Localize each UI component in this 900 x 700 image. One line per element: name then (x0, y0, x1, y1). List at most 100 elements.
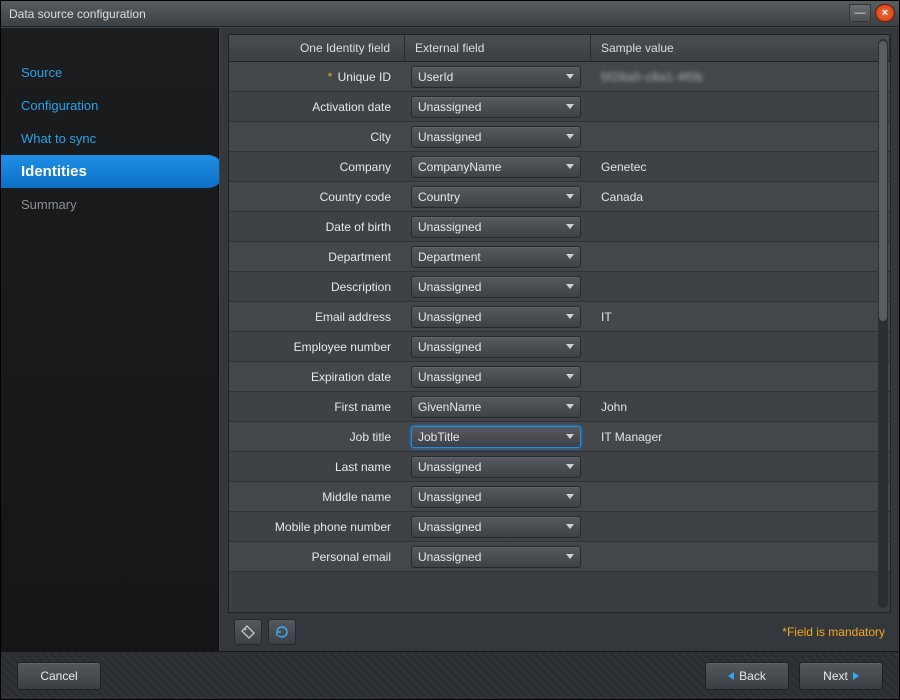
sample-value: John (591, 400, 890, 414)
dropdown-value: GivenName (418, 400, 481, 414)
chevron-down-icon (566, 164, 574, 169)
external-field-dropdown[interactable]: Unassigned (411, 96, 581, 118)
chevron-down-icon (566, 404, 574, 409)
identity-field-label: Employee number (229, 340, 405, 354)
identity-field-label: Department (229, 250, 405, 264)
dropdown-value: Unassigned (418, 310, 481, 324)
external-field-dropdown[interactable]: Department (411, 246, 581, 268)
identity-field-label: Company (229, 160, 405, 174)
external-field-dropdown[interactable]: Unassigned (411, 126, 581, 148)
sample-value: 5f28a0-c8a1-4f0b (591, 70, 890, 84)
identity-field-label: * Unique ID (229, 70, 405, 84)
dropdown-value: Unassigned (418, 100, 481, 114)
dialog-body: SourceConfigurationWhat to syncIdentitie… (1, 27, 899, 651)
chevron-down-icon (566, 74, 574, 79)
external-field-cell: GivenName (405, 396, 591, 418)
sidebar-item-identities[interactable]: Identities (1, 155, 224, 188)
dropdown-value: CompanyName (418, 160, 501, 174)
external-field-cell: Unassigned (405, 126, 591, 148)
mapping-row: Expiration date Unassigned (229, 362, 890, 392)
external-field-dropdown[interactable]: Unassigned (411, 546, 581, 568)
header-sample-value[interactable]: Sample value (591, 35, 890, 61)
identity-field-label: Mobile phone number (229, 520, 405, 534)
dropdown-value: Unassigned (418, 280, 481, 294)
titlebar[interactable]: Data source configuration — × (1, 1, 899, 27)
chevron-down-icon (566, 134, 574, 139)
chevron-down-icon (566, 554, 574, 559)
mapping-row: Employee number Unassigned (229, 332, 890, 362)
sample-value: Genetec (591, 160, 890, 174)
external-field-dropdown[interactable]: GivenName (411, 396, 581, 418)
external-field-cell: Department (405, 246, 591, 268)
dropdown-value: Unassigned (418, 550, 481, 564)
mapping-row: Email addressUnassignedIT (229, 302, 890, 332)
sidebar-item-configuration[interactable]: Configuration (1, 89, 218, 122)
sample-value: IT Manager (591, 430, 890, 444)
vertical-scrollbar[interactable] (878, 39, 888, 608)
external-field-cell: Unassigned (405, 336, 591, 358)
clear-mapping-button[interactable] (234, 619, 262, 645)
dropdown-value: Unassigned (418, 340, 481, 354)
external-field-dropdown[interactable]: Unassigned (411, 216, 581, 238)
close-button[interactable]: × (875, 4, 895, 22)
required-star-icon: * (328, 70, 336, 84)
mapping-row: Personal email Unassigned (229, 542, 890, 572)
mapping-row: City Unassigned (229, 122, 890, 152)
external-field-dropdown[interactable]: Unassigned (411, 456, 581, 478)
identity-field-label: Expiration date (229, 370, 405, 384)
window-title: Data source configuration (9, 7, 146, 21)
identity-field-label: Last name (229, 460, 405, 474)
mapping-row: Job titleJobTitleIT Manager (229, 422, 890, 452)
identity-field-label: Email address (229, 310, 405, 324)
chevron-down-icon (566, 344, 574, 349)
chevron-down-icon (566, 254, 574, 259)
mapping-row: First nameGivenNameJohn (229, 392, 890, 422)
external-field-dropdown[interactable]: Unassigned (411, 486, 581, 508)
identity-field-label: Personal email (229, 550, 405, 564)
external-field-cell: UserId (405, 66, 591, 88)
chevron-down-icon (566, 314, 574, 319)
mapping-row: Mobile phone number Unassigned (229, 512, 890, 542)
dropdown-value: Department (418, 250, 481, 264)
dialog-footer: Cancel Back Next (1, 651, 899, 699)
sidebar-item-summary[interactable]: Summary (1, 188, 218, 221)
scrollbar-thumb[interactable] (879, 41, 887, 321)
external-field-dropdown[interactable]: Unassigned (411, 276, 581, 298)
dropdown-value: Unassigned (418, 370, 481, 384)
grid-header: One Identity field External field Sample… (229, 35, 890, 62)
external-field-cell: Unassigned (405, 516, 591, 538)
identity-field-label: City (229, 130, 405, 144)
external-field-dropdown[interactable]: UserId (411, 66, 581, 88)
external-field-dropdown[interactable]: JobTitle (411, 426, 581, 448)
next-label: Next (823, 669, 848, 683)
external-field-dropdown[interactable]: Unassigned (411, 516, 581, 538)
cancel-button[interactable]: Cancel (17, 662, 101, 690)
chevron-down-icon (566, 374, 574, 379)
mapping-row: Country codeCountryCanada (229, 182, 890, 212)
external-field-dropdown[interactable]: Unassigned (411, 336, 581, 358)
chevron-down-icon (566, 284, 574, 289)
external-field-cell: Unassigned (405, 276, 591, 298)
mapping-row: Date of birthUnassigned (229, 212, 890, 242)
header-external-field[interactable]: External field (405, 35, 591, 61)
mapping-row: Department Department (229, 242, 890, 272)
sidebar-item-source[interactable]: Source (1, 56, 218, 89)
refresh-button[interactable] (268, 619, 296, 645)
external-field-cell: Unassigned (405, 456, 591, 478)
identity-field-label: Country code (229, 190, 405, 204)
back-button[interactable]: Back (705, 662, 789, 690)
external-field-cell: Unassigned (405, 306, 591, 328)
external-field-dropdown[interactable]: Unassigned (411, 306, 581, 328)
minimize-button[interactable]: — (849, 4, 871, 22)
external-field-cell: Unassigned (405, 546, 591, 568)
next-button[interactable]: Next (799, 662, 883, 690)
external-field-dropdown[interactable]: CompanyName (411, 156, 581, 178)
chevron-left-icon (728, 672, 734, 680)
identity-field-label: Activation date (229, 100, 405, 114)
header-identity-field[interactable]: One Identity field (229, 35, 405, 61)
sidebar-item-what-to-sync[interactable]: What to sync (1, 122, 218, 155)
external-field-dropdown[interactable]: Unassigned (411, 366, 581, 388)
external-field-cell: CompanyName (405, 156, 591, 178)
external-field-dropdown[interactable]: Country (411, 186, 581, 208)
dropdown-value: Unassigned (418, 220, 481, 234)
